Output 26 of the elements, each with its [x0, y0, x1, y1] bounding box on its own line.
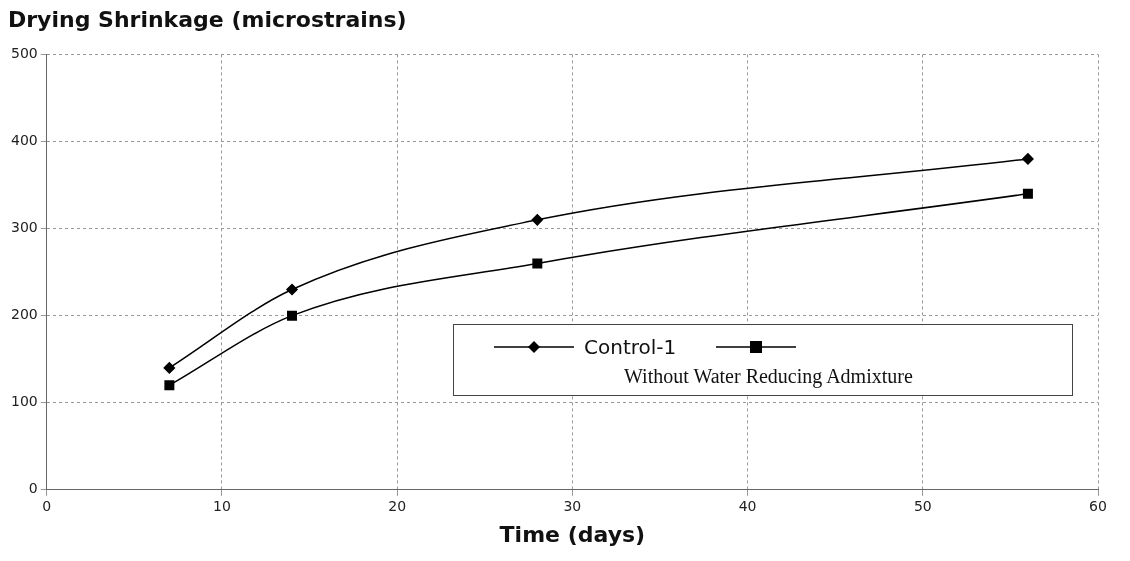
y-tick-label: 0 [28, 480, 38, 497]
y-tick-label: 400 [10, 132, 38, 149]
x-tick-label: 10 [213, 497, 231, 514]
y-tick-label: 100 [10, 393, 38, 410]
point [286, 283, 298, 296]
point [1022, 153, 1034, 165]
x-tick-label: 30 [563, 497, 582, 514]
point [164, 380, 175, 391]
x-tick-label: 60 [1089, 497, 1107, 514]
x-tick-label: 40 [738, 497, 757, 514]
y-tick-label: 500 [10, 45, 38, 62]
point [532, 258, 543, 269]
y-tick-label: 200 [10, 306, 38, 323]
point [287, 310, 298, 321]
x-tick-label: 50 [913, 497, 932, 514]
x-tick-label: 0 [42, 497, 52, 514]
point [163, 362, 176, 374]
annotation: Without Water Reducing Admixture [624, 365, 914, 389]
y-tick-label: 300 [10, 219, 38, 236]
legend-label: Control-1 [584, 335, 677, 360]
x-axis-title: Time (days) [499, 521, 646, 547]
x-tick-label: 20 [388, 497, 407, 514]
legend-frame: Control-1 Without Water Reducing Admixture [453, 324, 1073, 397]
chart-title: Drying Shrinkage (microstrains) [8, 6, 407, 32]
point [531, 214, 544, 226]
point [1022, 188, 1033, 199]
